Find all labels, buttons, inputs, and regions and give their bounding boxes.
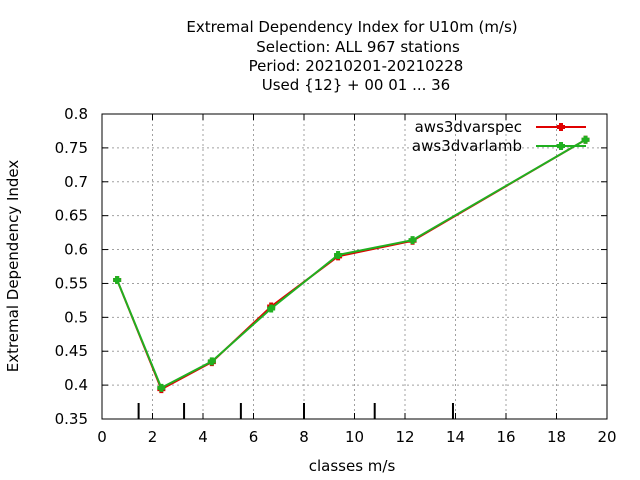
series-point-aws3dvarlamb-1 bbox=[157, 383, 166, 392]
y-tick-label-5: 0.6 bbox=[64, 241, 88, 259]
title-line-2: Selection: ALL 967 stations bbox=[256, 38, 460, 56]
x-tick-labels: 0 2 4 6 8 10 12 14 16 18 20 bbox=[97, 428, 616, 446]
y-tick-label-0: 0.35 bbox=[55, 410, 88, 428]
legend-marker-aws3dvarlamb bbox=[557, 142, 565, 150]
legend-label-aws3dvarspec: aws3dvarspec bbox=[415, 118, 522, 136]
y-axis-label: Extremal Dependency Index bbox=[4, 160, 22, 373]
series-point-aws3dvarlamb-2 bbox=[207, 357, 216, 366]
x-tick-label-7: 14 bbox=[446, 428, 465, 446]
x-tick-label-9: 18 bbox=[547, 428, 566, 446]
series-point-aws3dvarlamb-3 bbox=[267, 304, 276, 313]
y-tick-label-9: 0.8 bbox=[64, 105, 88, 123]
x-tick-label-1: 2 bbox=[148, 428, 158, 446]
class-markers bbox=[137, 403, 454, 419]
x-tick-label-5: 10 bbox=[345, 428, 364, 446]
title-line-1: Extremal Dependency Index for U10m (m/s) bbox=[186, 18, 517, 36]
x-tick-label-3: 6 bbox=[249, 428, 259, 446]
y-tick-labels: 0.35 0.4 0.45 0.5 0.55 0.6 0.65 0.7 0.75 0.8 bbox=[55, 105, 88, 428]
y-tick-label-3: 0.5 bbox=[64, 308, 88, 326]
y-tick-label-4: 0.55 bbox=[55, 274, 88, 292]
series-layer bbox=[113, 135, 590, 394]
x-tick-label-4: 8 bbox=[299, 428, 309, 446]
x-tick-label-10: 20 bbox=[597, 428, 616, 446]
y-tick-label-2: 0.45 bbox=[55, 342, 88, 360]
series-point-aws3dvarlamb-4 bbox=[334, 250, 343, 259]
series-point-aws3dvarlamb-6 bbox=[581, 135, 590, 144]
axes bbox=[101, 113, 608, 420]
y-tick-label-8: 0.75 bbox=[55, 139, 88, 157]
x-tick-label-0: 0 bbox=[97, 428, 107, 446]
title-line-3: Period: 20210201-20210228 bbox=[249, 57, 464, 75]
x-tick-label-6: 12 bbox=[395, 428, 414, 446]
y-tick-label-1: 0.4 bbox=[64, 376, 88, 394]
y-tick-label-7: 0.7 bbox=[64, 173, 88, 191]
chart-title: Extremal Dependency Index for U10m (m/s)… bbox=[186, 18, 517, 94]
series-point-aws3dvarlamb-5 bbox=[408, 236, 417, 245]
grid bbox=[102, 114, 607, 419]
legend-marker-aws3dvarspec bbox=[557, 123, 565, 131]
x-tick-label-2: 4 bbox=[198, 428, 208, 446]
x-tick-label-8: 16 bbox=[496, 428, 515, 446]
series-point-aws3dvarlamb-0 bbox=[113, 276, 122, 285]
y-tick-label-6: 0.65 bbox=[55, 207, 88, 225]
series-line-aws3dvarspec bbox=[116, 138, 587, 391]
title-line-4: Used {12} + 00 01 ... 36 bbox=[262, 76, 450, 94]
x-axis-label: classes m/s bbox=[309, 457, 396, 475]
series-line-aws3dvarlamb bbox=[116, 138, 587, 390]
legend-label-aws3dvarlamb: aws3dvarlamb bbox=[412, 137, 522, 155]
